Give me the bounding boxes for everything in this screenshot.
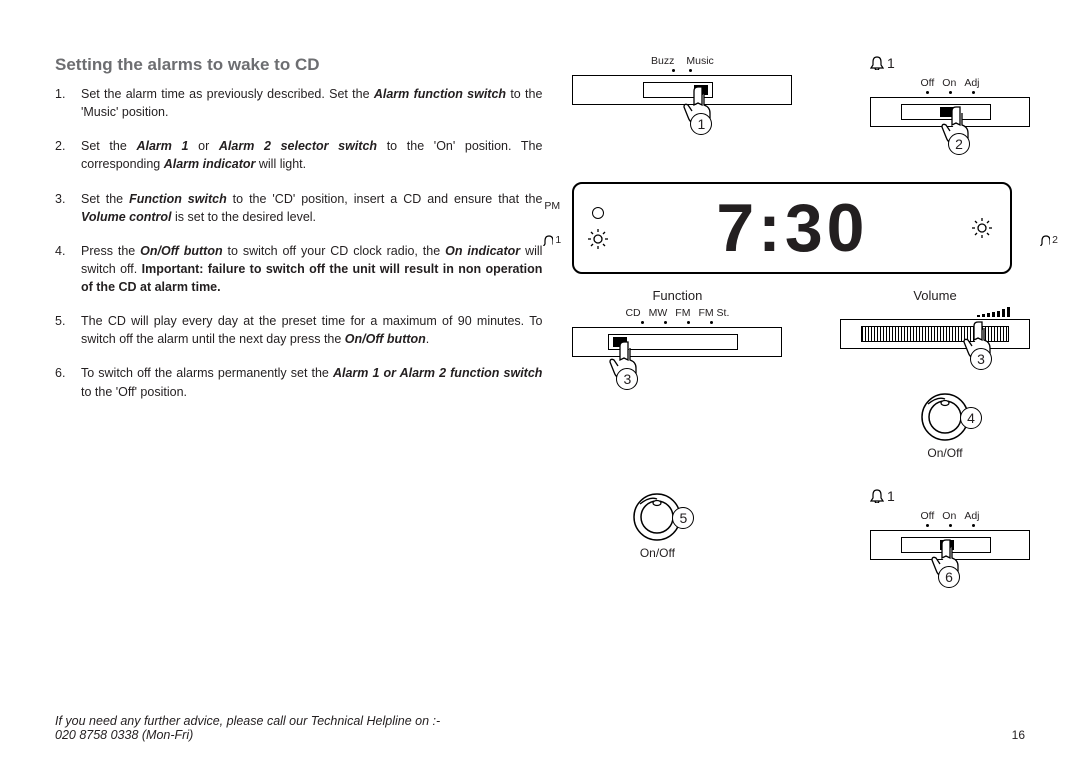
buzz-music-switch-diagram: Buzz Music 1 <box>572 55 792 105</box>
instruction-item: 2. Set the Alarm 1 or Alarm 2 selector sw… <box>55 137 542 173</box>
volume-level-icon <box>977 307 1010 317</box>
function-title: Function <box>572 288 782 303</box>
clock-pm-label: PM <box>544 200 560 212</box>
step-text: Set the Alarm 1 or Alarm 2 selector swit… <box>81 137 542 173</box>
step-number: 1. <box>55 85 69 121</box>
step-number: 5. <box>55 312 69 348</box>
step-num-4: 4 <box>960 407 982 429</box>
alarm1-switch-diagram: 1 Off On Adj 2 <box>870 55 1030 127</box>
step-num-6: 6 <box>938 566 960 588</box>
step-text: Set the Function switch to the 'CD' posi… <box>81 190 542 226</box>
instruction-list: 1. Set the alarm time as previously descr… <box>55 85 542 401</box>
onoff-label-5: On/Off <box>632 546 682 560</box>
instruction-item: 3. Set the Function switch to the 'CD' po… <box>55 190 542 226</box>
function-switch-diagram: Function CD MW FM FM St. 3 <box>572 288 782 357</box>
clock-time: 7:30 <box>716 194 868 262</box>
function-labels: CD MW FM FM St. <box>572 307 782 319</box>
alarm1b-labels: Off On Adj <box>870 510 1030 522</box>
page-number: 16 <box>1012 728 1025 742</box>
volume-dial-diagram: Volume 3 <box>840 288 1030 349</box>
step-num-3a: 3 <box>616 368 638 390</box>
step-num-2: 2 <box>948 133 970 155</box>
volume-title: Volume <box>840 288 1030 303</box>
alarm1b-switch-diagram: 1 Off On Adj 6 <box>870 488 1030 560</box>
clock-display: 7:30 <box>572 182 1012 274</box>
step-num-1: 1 <box>690 113 712 135</box>
alarm1-labels: Off On Adj <box>870 77 1030 89</box>
step-text: Press the On/Off button to switch off yo… <box>81 242 542 296</box>
step-num-5: 5 <box>672 507 694 529</box>
clock-bell-2: 2 <box>1039 234 1058 246</box>
step-text: Set the alarm time as previously describ… <box>81 85 542 121</box>
buzz-music-labels: Buzz Music <box>572 55 792 67</box>
bell-1-icon: 1 <box>870 55 895 71</box>
step-text: To switch off the alarms permanently set… <box>81 364 542 400</box>
step-text: The CD will play every day at the preset… <box>81 312 542 348</box>
step-num-3b: 3 <box>970 348 992 370</box>
step-number: 6. <box>55 364 69 400</box>
step-number: 3. <box>55 190 69 226</box>
instruction-item: 6. To switch off the alarms permanently s… <box>55 364 542 400</box>
sun-icon-left <box>588 229 608 249</box>
step-number: 2. <box>55 137 69 173</box>
helpline-text: If you need any further advice, please c… <box>55 714 440 742</box>
instruction-item: 5. The CD will play every day at the pres… <box>55 312 542 348</box>
sun-icon-right <box>972 218 992 238</box>
clock-dot-icon <box>592 207 604 219</box>
onoff-label-4: On/Off <box>920 446 970 460</box>
clock-bell-1: 1 <box>542 234 561 246</box>
page-title: Setting the alarms to wake to CD <box>55 55 542 75</box>
bell-1b-icon: 1 <box>870 488 895 504</box>
instruction-item: 4.Press the On/Off button to switch off … <box>55 242 542 296</box>
onoff-knob-4: 4 On/Off <box>920 392 970 460</box>
step-number: 4. <box>55 242 69 296</box>
onoff-knob-5: 5 On/Off <box>632 492 682 560</box>
instruction-item: 1. Set the alarm time as previously descr… <box>55 85 542 121</box>
